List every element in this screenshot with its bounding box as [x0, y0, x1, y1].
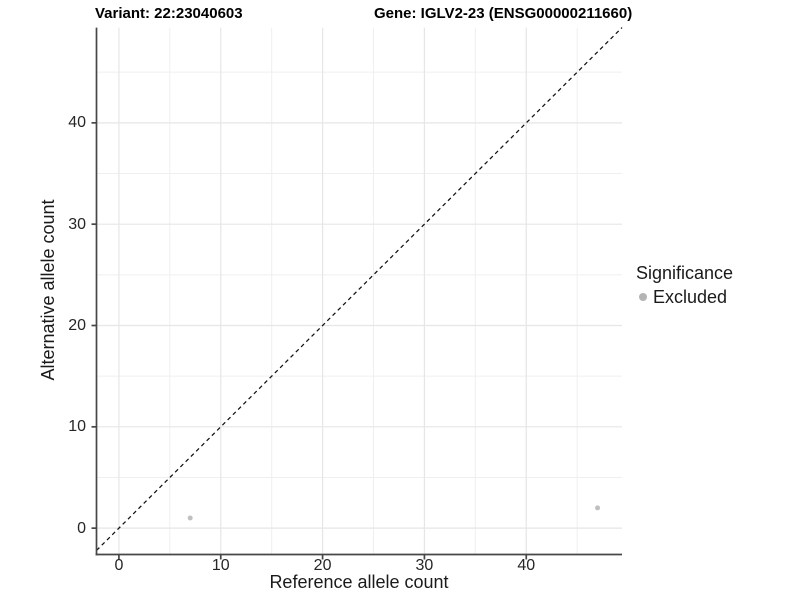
x-tick-label: 10	[211, 557, 230, 574]
x-tick-label: 40	[517, 557, 536, 574]
y-tick-label: 0	[77, 519, 86, 537]
plot-title-gene: Gene: IGLV2-23 (ENSG00000211660)	[374, 5, 633, 22]
x-tick-label: 0	[114, 557, 124, 574]
legend-item-label: Excluded	[653, 287, 728, 307]
legend-title: Significance	[636, 263, 734, 283]
legend: Significance Excluded	[636, 262, 733, 308]
y-tick-label: 40	[68, 114, 86, 132]
data-point-excluded	[187, 515, 193, 521]
legend-item-excluded: Excluded	[636, 286, 733, 308]
y-tick-label: 10	[68, 418, 86, 436]
x-tick-label: 20	[313, 557, 332, 574]
y-tick-label: 20	[68, 317, 86, 334]
plot-title-variant: Variant: 22:23040603	[95, 5, 243, 22]
y-tick-label: 30	[68, 215, 86, 233]
legend-point-icon	[639, 293, 647, 301]
identity-dashed-line	[96, 27, 623, 551]
x-tick-label: 30	[415, 557, 434, 574]
x-axis-label: Reference allele count	[269, 572, 449, 592]
data-point-excluded	[595, 505, 601, 511]
